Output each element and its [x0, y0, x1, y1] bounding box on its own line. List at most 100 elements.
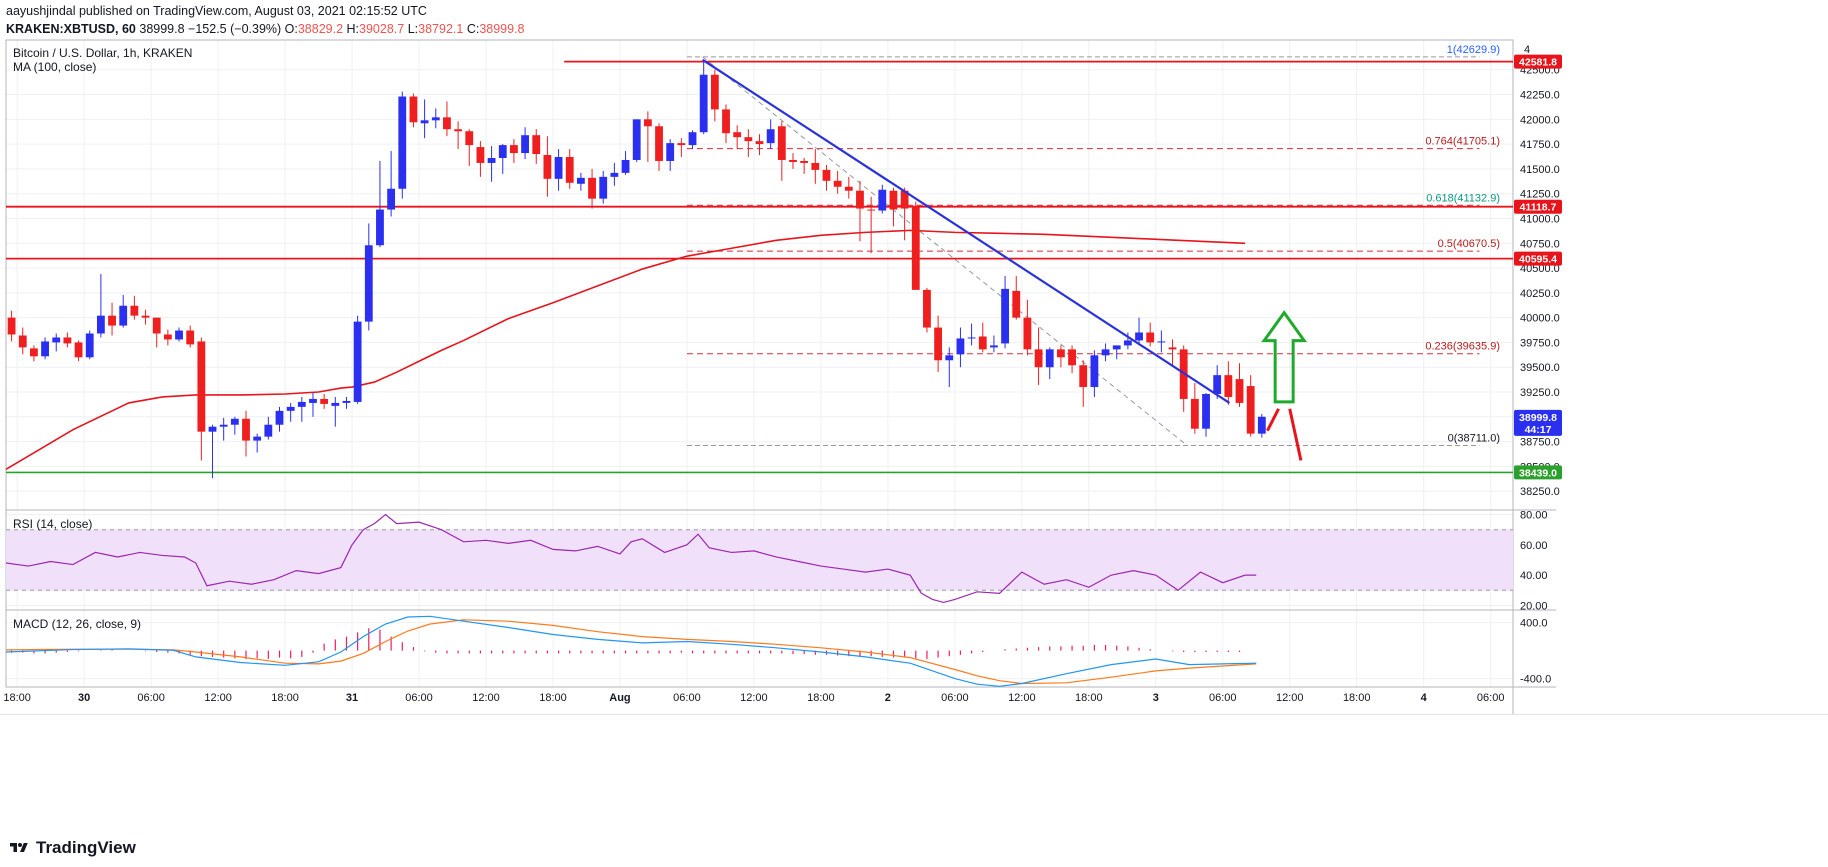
- fib-level-label: 0.764(41705.1): [1425, 136, 1500, 148]
- symbol-interval: KRAKEN:XBTUSD, 60: [6, 22, 136, 36]
- candle-bull: [1123, 340, 1132, 346]
- candle-bear: [543, 155, 552, 179]
- ma-indicator-label: MA (100, close): [13, 60, 96, 74]
- candle-bear: [889, 190, 898, 210]
- candle-bear: [510, 145, 518, 154]
- candle-bear: [320, 398, 329, 404]
- time-axis-label: 12:00: [1008, 692, 1036, 704]
- macd-label: MACD (12, 26, close, 9): [13, 617, 141, 631]
- candle-bull: [208, 426, 217, 432]
- resistance-price-tag: 40595.4: [1514, 251, 1562, 266]
- candle-bull: [119, 305, 128, 326]
- fib-anchor-line: [702, 56, 1188, 446]
- time-axis-label: 06:00: [1209, 692, 1237, 704]
- candle-bear: [152, 317, 161, 334]
- descending-trendline: [701, 58, 1231, 404]
- candle-bull: [275, 410, 284, 425]
- candle-bear: [197, 341, 206, 432]
- open-value: 38829.2: [297, 22, 344, 36]
- last-price-tag-countdown: 44:17: [1525, 424, 1552, 436]
- macd-axis-label: 400.0: [1520, 618, 1548, 630]
- candle-bear: [63, 337, 72, 344]
- price-axis-label: 41500.0: [1520, 164, 1560, 176]
- low-value: 38792.1: [418, 22, 464, 36]
- high-label: H:: [346, 22, 360, 36]
- time-axis-label: 12:00: [1276, 692, 1304, 704]
- candle-bull: [364, 245, 373, 322]
- candle-bear: [30, 348, 38, 357]
- last-price-tag: 38999.844:17: [1514, 409, 1562, 436]
- candle-bull: [554, 157, 563, 179]
- candle-bull: [666, 143, 675, 161]
- candle-bull: [253, 436, 262, 441]
- last-price-tag-bg: [1514, 409, 1562, 436]
- candle-bear: [911, 206, 920, 290]
- rsi-band: [6, 529, 1513, 591]
- candle-bear: [800, 160, 809, 163]
- candle-bear: [454, 129, 463, 132]
- candle-bear: [186, 330, 195, 345]
- candle-bull: [1202, 393, 1210, 429]
- resistance-price-tag-text: 42581.8: [1519, 57, 1557, 69]
- candle-bull: [387, 188, 396, 210]
- price-axis-label: 42000.0: [1520, 114, 1560, 126]
- macd-signal-line: [5, 619, 1257, 685]
- rsi-line: [5, 513, 1257, 604]
- candle-bear: [755, 141, 764, 145]
- candle-bull: [1090, 355, 1099, 388]
- candle-bull: [621, 159, 630, 173]
- resistance-price-tag-bg: [1514, 54, 1562, 69]
- price-axis-label: 41750.0: [1520, 139, 1560, 151]
- candle-bear: [833, 180, 842, 187]
- last-close: 38999.8: [139, 22, 185, 36]
- resistance-price-tag-bg: [1514, 199, 1562, 214]
- tradingview-logo-icon: [10, 843, 28, 852]
- candle-bull: [230, 418, 239, 425]
- rsi-label: RSI (14, close): [13, 517, 92, 531]
- fib-level-label: 0.5(40670.5): [1438, 238, 1500, 250]
- candle-bull: [599, 176, 608, 199]
- time-axis-label: 12:00: [472, 692, 500, 704]
- time-axis-label: 3: [1153, 692, 1159, 704]
- rsi-axis-label: 80.00: [1520, 510, 1548, 522]
- projection-up-stroke: [1266, 408, 1280, 432]
- last-price-tag-text: 38999.8: [1519, 412, 1557, 424]
- candle-bear: [900, 190, 909, 209]
- high-value: 39028.7: [359, 22, 405, 36]
- candle-bull: [1001, 288, 1009, 344]
- price-axis-label: 40500.0: [1520, 263, 1560, 275]
- candle-bear: [74, 342, 83, 358]
- low-label: L:: [407, 22, 419, 36]
- time-axis-label: 18:00: [3, 692, 31, 704]
- time-axis-label: 06:00: [673, 692, 701, 704]
- fib-retracement: 1(42629.9) 0.764(41705.1) 0.618(41132.9) 0.…: [686, 44, 1500, 446]
- candle-bear: [1235, 379, 1244, 403]
- time-axis-label: 06:00: [405, 692, 433, 704]
- resistance-price-tag: 42581.8: [1514, 54, 1562, 69]
- price-axis-label: 38250.0: [1520, 486, 1560, 498]
- candle-bear: [7, 317, 16, 335]
- candle-bear: [710, 74, 719, 110]
- symbol-ohlc-line: KRAKEN:XBTUSD, 60 38999.8 −152.5 (−0.39%…: [6, 20, 525, 38]
- candle-bull: [1112, 345, 1121, 350]
- candle-bear: [1012, 290, 1021, 318]
- candle-bull: [945, 355, 954, 361]
- candle-bull: [688, 132, 697, 146]
- brand-footer: TradingView: [8, 838, 136, 858]
- resistance-price-tag-bg: [1514, 251, 1562, 266]
- time-axis-label: 18:00: [1075, 692, 1103, 704]
- candle-bull: [1157, 341, 1166, 343]
- candle-bull: [967, 337, 976, 339]
- candle-bull: [699, 74, 708, 133]
- open-label: O:: [284, 22, 298, 36]
- candle-bull: [487, 157, 496, 163]
- rsi-axis-label: 60.00: [1520, 540, 1548, 552]
- candle-bull: [398, 96, 407, 189]
- support-price-tag-text: 38439.0: [1519, 467, 1557, 479]
- candle-bull: [96, 315, 105, 334]
- resistance-price-tag-text: 41118.7: [1520, 202, 1557, 214]
- candle-bull: [353, 321, 362, 402]
- candle-bear: [1224, 375, 1233, 397]
- price-axis-label: 39250.0: [1520, 387, 1560, 399]
